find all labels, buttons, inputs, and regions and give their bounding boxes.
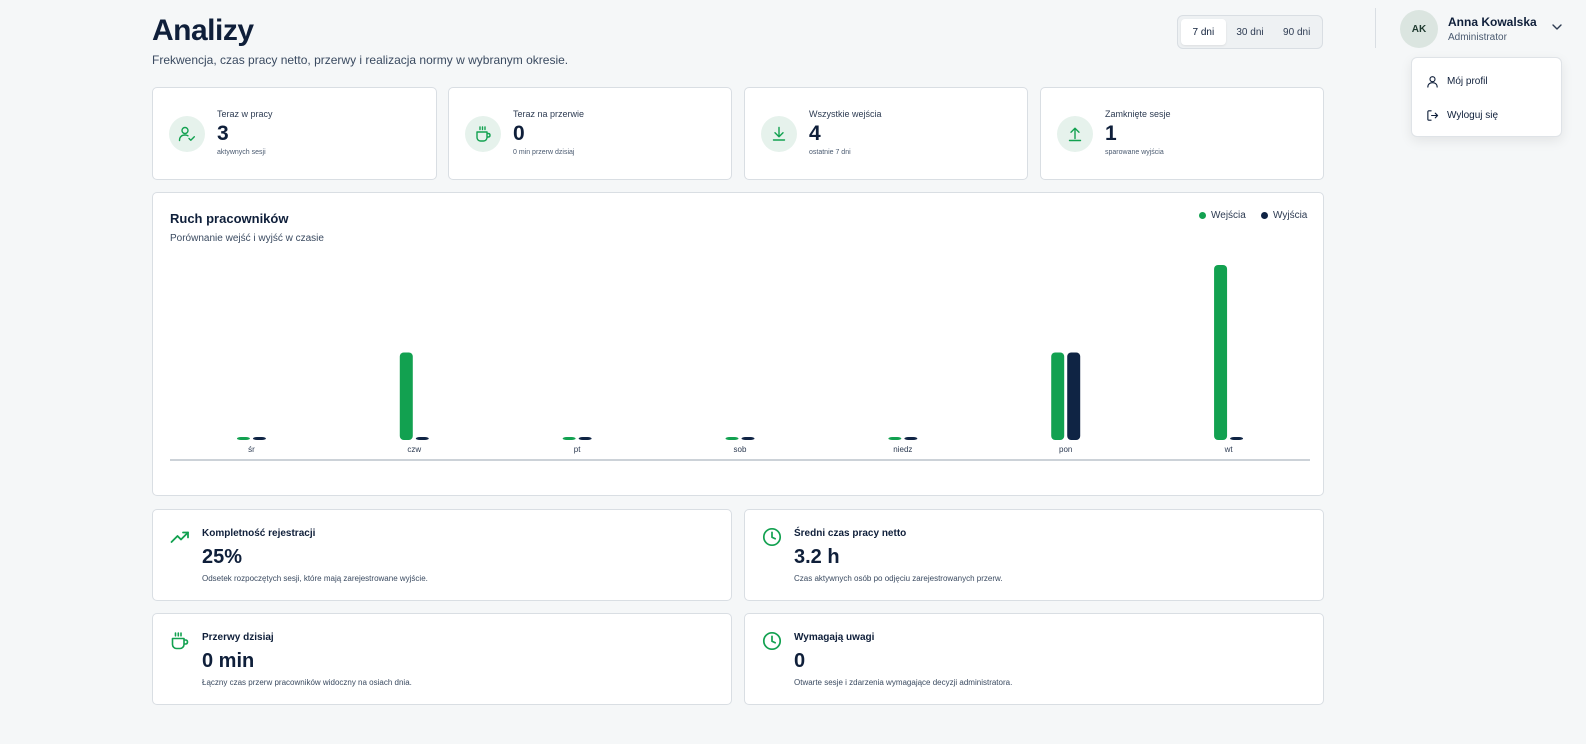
stat-label: Zamknięte sesje — [1105, 109, 1171, 119]
stat-card-at-work: Teraz w pracy 3 aktywnych sesji — [152, 87, 437, 180]
bar-exits-czw[interactable] — [415, 437, 429, 440]
metric-description: Otwarte sesje i zdarzenia wymagające dec… — [794, 678, 1013, 687]
bar-entries-niedz[interactable] — [888, 437, 902, 440]
x-tick-label: niedz — [893, 445, 912, 454]
x-tick-label: pon — [1059, 445, 1072, 454]
bar-entries-śr[interactable] — [236, 437, 250, 440]
stat-card-on-break: Teraz na przerwie 0 0 min przerw dzisiaj — [448, 87, 732, 180]
bar-entries-czw[interactable] — [399, 352, 413, 441]
legend-item-exits: Wyjścia — [1261, 210, 1307, 221]
bar-entries-pt[interactable] — [562, 437, 576, 440]
bar-exits-pon[interactable] — [1067, 352, 1081, 441]
coffee-icon — [476, 126, 491, 142]
chart-subtitle: Porównanie wejść i wyjść w czasie — [170, 233, 324, 244]
bar-exits-pt[interactable] — [578, 437, 592, 440]
user-name[interactable]: Anna Kowalska — [1448, 15, 1537, 29]
avatar[interactable]: AK — [1400, 10, 1438, 48]
legend-item-entries: Wejścia — [1199, 210, 1246, 221]
stat-value: 0 — [513, 122, 525, 145]
metric-description: Odsetek rozpoczętych sesji, które mają z… — [202, 574, 428, 583]
stat-label: Wszystkie wejścia — [809, 109, 882, 119]
range-90-days-button[interactable]: 90 dni — [1283, 26, 1311, 38]
chart-card: Ruch pracowników Porównanie wejść i wyjś… — [152, 192, 1324, 496]
bar-entries-pon[interactable] — [1051, 352, 1065, 441]
bar-exits-śr[interactable] — [252, 437, 266, 440]
user-check-icon — [178, 126, 195, 142]
stat-card-closed-sessions: Zamknięte sesje 1 sparowane wyjścia — [1040, 87, 1324, 180]
bar-entries-sob[interactable] — [725, 437, 739, 440]
x-tick-label: pt — [574, 445, 581, 454]
legend-label: Wyjścia — [1273, 210, 1308, 221]
bar-chart: śr czw pt sob niedz pon wt — [170, 265, 1310, 461]
metric-card-registration-completeness: Kompletność rejestracji 25% Odsetek rozp… — [152, 509, 732, 601]
coffee-icon — [171, 632, 189, 650]
stat-value: 4 — [809, 122, 821, 145]
range-30-days-button[interactable]: 30 dni — [1236, 26, 1264, 38]
bar-exits-wt[interactable] — [1230, 437, 1244, 440]
user-dropdown-menu: Mój profil Wyloguj się — [1411, 57, 1562, 137]
bar-exits-niedz[interactable] — [904, 437, 918, 440]
chart-title: Ruch pracowników — [170, 211, 289, 226]
metric-value: 25% — [202, 546, 243, 568]
stat-sub: aktywnych sesji — [217, 149, 266, 156]
stat-value: 3 — [217, 122, 229, 145]
stat-label: Teraz w pracy — [217, 109, 273, 119]
page-title: Analizy — [152, 14, 254, 47]
range-7-days-button[interactable]: 7 dni — [1181, 19, 1226, 45]
metric-card-require-attention: Wymagają uwagi 0 Otwarte sesje i zdarzen… — [744, 613, 1324, 705]
menu-item-logout-label: Wyloguj się — [1447, 109, 1499, 121]
metric-value: 0 — [794, 650, 806, 672]
user-icon — [1427, 75, 1438, 88]
metric-card-average-net-time: Średni czas pracy netto 3.2 h Czas aktyw… — [744, 509, 1324, 601]
x-tick-label: śr — [248, 445, 255, 454]
menu-item-profile-label: Mój profil — [1447, 75, 1488, 87]
clock-icon — [762, 527, 782, 547]
metric-value: 3.2 h — [794, 546, 840, 568]
clock-icon — [762, 631, 782, 651]
menu-item-logout[interactable]: Wyloguj się — [1426, 104, 1498, 126]
page-subtitle: Frekwencja, czas pracy netto, przerwy i … — [152, 53, 569, 67]
menu-item-profile[interactable]: Mój profil — [1426, 70, 1488, 92]
metric-label: Wymagają uwagi — [794, 632, 875, 643]
legend-dot-exits — [1261, 212, 1268, 219]
stat-card-all-entries: Wszystkie wejścia 4 ostatnie 7 dni — [744, 87, 1028, 180]
stat-sub: ostatnie 7 dni — [809, 149, 851, 156]
arrow-up-icon — [1068, 127, 1082, 142]
user-role: Administrator — [1448, 32, 1507, 43]
stat-value: 1 — [1105, 122, 1117, 145]
metric-card-breaks-today: Przerwy dzisiaj 0 min Łączny czas przerw… — [152, 613, 732, 705]
x-tick-label: sob — [734, 445, 747, 454]
stat-sub: sparowane wyjścia — [1105, 149, 1164, 156]
bar-entries-wt[interactable] — [1214, 265, 1228, 440]
range-selector: 7 dni 30 dni 90 dni — [1177, 15, 1323, 49]
metric-label: Średni czas pracy netto — [794, 528, 907, 539]
header-divider — [1375, 8, 1376, 48]
x-tick-label: czw — [407, 445, 421, 454]
legend-label: Wejścia — [1211, 210, 1246, 221]
bar-exits-sob[interactable] — [741, 437, 755, 440]
trending-up-icon — [170, 531, 189, 543]
stat-sub: 0 min przerw dzisiaj — [513, 149, 575, 156]
metric-description: Czas aktywnych osób po odjęciu zarejestr… — [794, 574, 1003, 583]
logout-icon — [1427, 109, 1439, 121]
arrow-down-icon — [772, 126, 786, 141]
chevron-down-icon[interactable] — [1550, 20, 1564, 34]
metric-label: Kompletność rejestracji — [202, 528, 316, 539]
metric-description: Łączny czas przerw pracowników widoczny … — [202, 678, 412, 687]
stat-label: Teraz na przerwie — [513, 109, 585, 119]
metric-label: Przerwy dzisiaj — [202, 632, 274, 643]
legend-dot-entries — [1199, 212, 1206, 219]
x-tick-label: wt — [1224, 445, 1234, 454]
metric-value: 0 min — [202, 650, 255, 672]
